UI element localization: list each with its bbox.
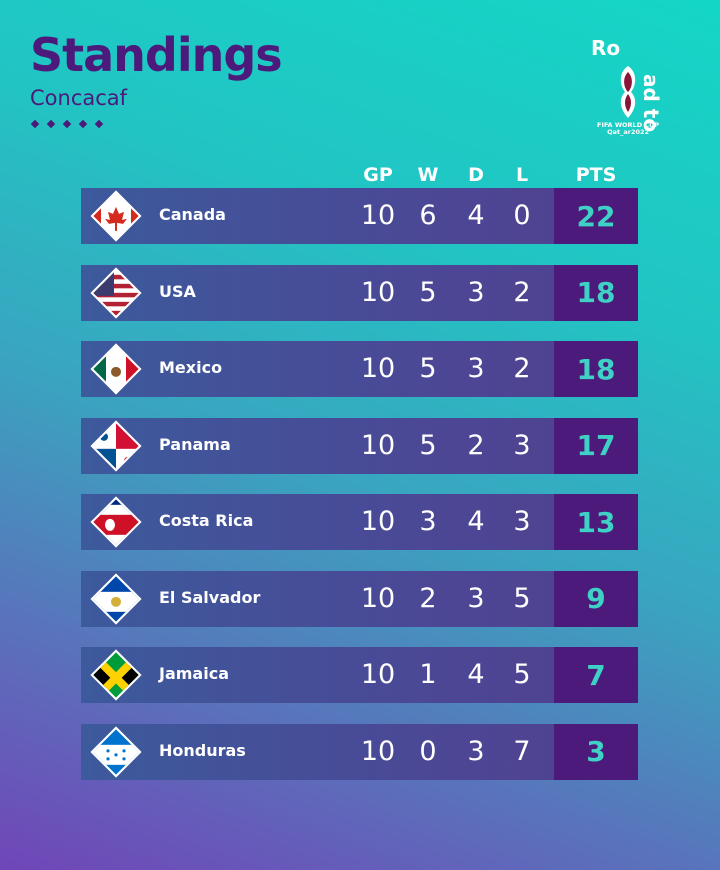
column-header-l: L (515, 164, 529, 186)
stat-l: 2 (513, 353, 531, 384)
logo-caption: FIFA WORLD CUP Qat_ar2022 (597, 121, 660, 137)
honduras-flag-icon (89, 725, 143, 779)
stat-pts: 22 (554, 188, 638, 244)
table-row: Canada 10 6 4 0 22 (81, 188, 638, 244)
stat-l: 3 (513, 429, 531, 461)
stat-w: 2 (419, 582, 437, 614)
table-row: Jamaica 10 1 4 5 7 (81, 647, 638, 703)
stat-d: 4 (467, 200, 485, 231)
stat-w: 3 (419, 506, 437, 537)
jamaica-flag-icon (89, 648, 143, 702)
column-header-w: W (417, 164, 439, 186)
stat-gp: 10 (360, 353, 396, 384)
stat-w: 6 (419, 200, 437, 231)
logo-text-top: Ro (591, 36, 621, 60)
table-row: El Salvador 10 2 3 5 9 (81, 570, 638, 627)
team-name: Canada (159, 205, 226, 224)
team-name: El Salvador (159, 587, 261, 607)
stat-l: 0 (513, 200, 531, 231)
world-cup-emblem-icon (620, 66, 636, 118)
stat-gp: 10 (360, 429, 396, 461)
stat-pts: 7 (554, 647, 638, 703)
table-row: Mexico 10 5 3 2 18 (81, 341, 638, 397)
stat-pts: 3 (554, 723, 638, 780)
team-name: Jamaica (159, 664, 229, 683)
stat-l: 3 (513, 506, 531, 537)
costa-rica-flag-icon (89, 495, 143, 549)
logo-caption-line2: Qat_ar2022 (607, 128, 650, 137)
el-salvador-flag-icon (89, 572, 143, 626)
mexico-flag-icon (89, 342, 143, 396)
stat-w: 5 (419, 276, 437, 308)
logo-caption-line1: FIFA WORLD CUP (597, 121, 660, 129)
stat-pts: 9 (554, 570, 638, 627)
column-header-d: D (468, 164, 484, 186)
stat-l: 5 (513, 582, 531, 614)
stat-l: 7 (513, 735, 531, 767)
team-name: Mexico (159, 358, 223, 377)
stat-w: 5 (419, 353, 437, 384)
world-cup-logo: Ro ad to FIFA WORLD CUP Qat_ar2022 (583, 30, 693, 150)
stat-gp: 10 (360, 276, 396, 308)
stat-w: 0 (419, 735, 437, 767)
decorative-dots (30, 119, 104, 129)
stat-gp: 10 (360, 200, 396, 231)
stat-l: 2 (513, 276, 531, 308)
panama-flag-icon (89, 419, 143, 473)
table-row: Costa Rica 10 3 4 3 13 (81, 494, 638, 550)
stat-pts: 13 (554, 494, 638, 550)
stat-w: 1 (419, 659, 437, 690)
stat-pts: 17 (554, 417, 638, 474)
page-subtitle: Concacaf (30, 86, 128, 110)
stat-d: 3 (467, 276, 485, 308)
team-name: Honduras (159, 740, 246, 760)
column-header-pts: PTS (575, 164, 617, 186)
team-name: Costa Rica (159, 511, 254, 530)
table-row: Panama 10 5 2 3 17 (81, 417, 638, 474)
canada-flag-icon (89, 189, 143, 243)
usa-flag-icon (89, 266, 143, 320)
stat-gp: 10 (360, 582, 396, 614)
stat-l: 5 (513, 659, 531, 690)
stat-pts: 18 (554, 264, 638, 321)
stat-d: 3 (467, 582, 485, 614)
stat-gp: 10 (360, 506, 396, 537)
stat-gp: 10 (360, 735, 396, 767)
stat-gp: 10 (360, 659, 396, 690)
team-name: USA (159, 281, 196, 301)
stat-d: 4 (467, 659, 485, 690)
stat-w: 5 (419, 429, 437, 461)
stat-d: 3 (467, 353, 485, 384)
table-row: USA 10 5 3 2 18 (81, 264, 638, 321)
page-title: Standings (30, 28, 283, 82)
stat-d: 4 (467, 506, 485, 537)
stat-d: 2 (467, 429, 485, 461)
stat-pts: 18 (554, 341, 638, 397)
stat-d: 3 (467, 735, 485, 767)
table-row: Honduras 10 0 3 7 3 (81, 723, 638, 780)
team-name: Panama (159, 434, 231, 454)
column-header-gp: GP (363, 164, 393, 186)
